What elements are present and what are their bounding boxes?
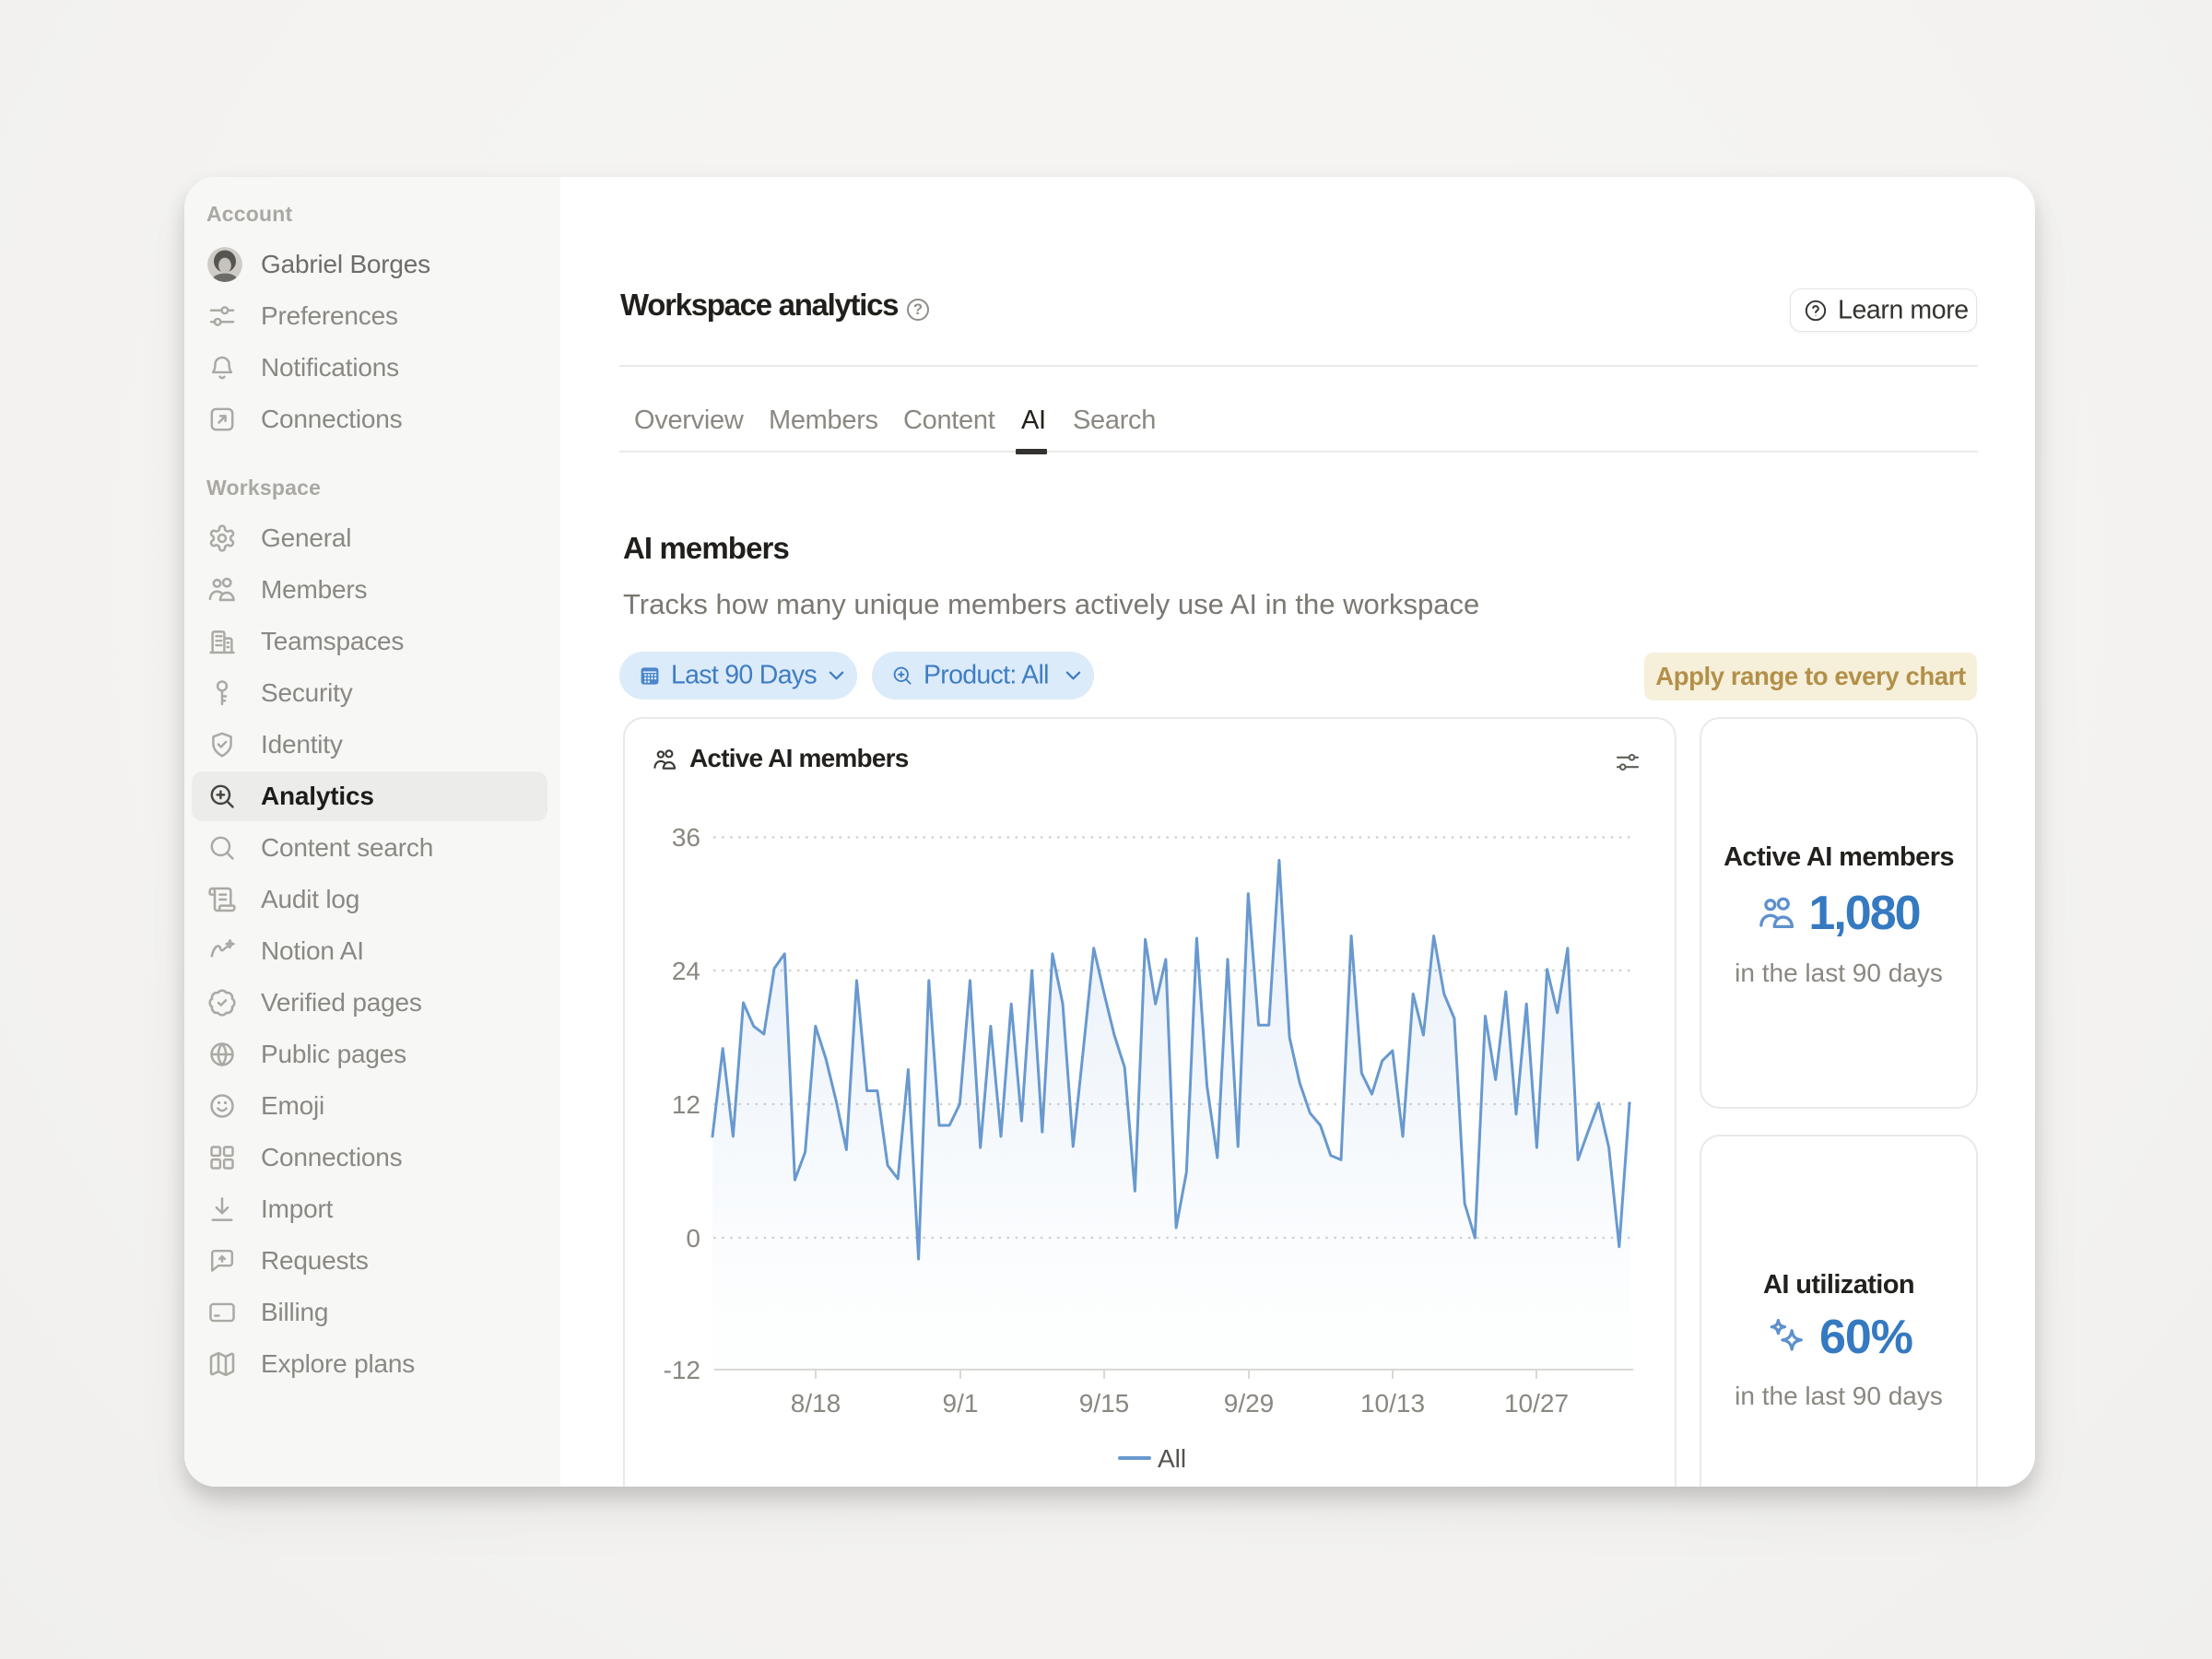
svg-text:-12: -12 [664,1356,700,1384]
svg-text:9/15: 9/15 [1079,1389,1130,1418]
svg-text:10/27: 10/27 [1504,1389,1569,1418]
svg-text:0: 0 [686,1224,700,1253]
svg-text:9/1: 9/1 [943,1389,979,1418]
svg-text:9/29: 9/29 [1224,1389,1275,1418]
svg-text:12: 12 [672,1090,700,1119]
svg-text:24: 24 [672,957,700,985]
svg-text:All: All [1158,1444,1186,1473]
svg-text:36: 36 [672,823,700,852]
svg-text:10/13: 10/13 [1360,1389,1425,1418]
svg-text:8/18: 8/18 [791,1389,841,1418]
